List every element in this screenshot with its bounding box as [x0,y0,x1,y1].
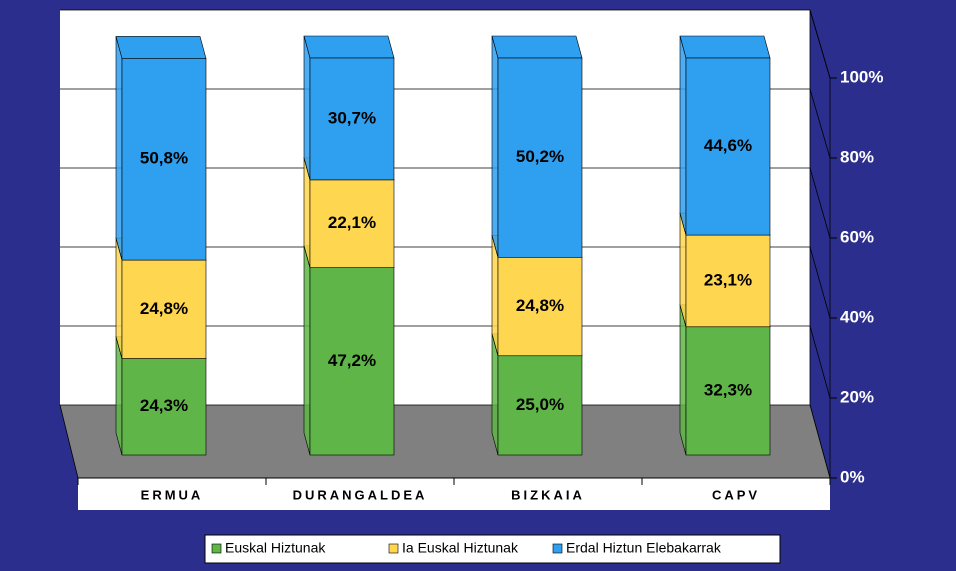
bar-side [679,35,687,236]
legend-swatch [211,543,222,554]
side-wall [809,9,831,479]
back-wall [60,10,810,405]
grid-line [809,246,831,319]
bar [497,256,583,357]
bar [121,58,207,261]
bar-side [679,304,687,456]
y-tick-label: 60% [840,227,874,246]
value-label: 23,1% [704,270,752,289]
value-label: 24,8% [516,296,564,315]
y-tick-label: 20% [840,387,874,406]
bar [685,234,771,328]
bar-top [115,36,207,59]
grid-line [809,167,831,239]
value-label: 30,7% [328,108,376,127]
bar [309,267,395,456]
grid-line [809,88,831,159]
y-tick-label: 0% [840,467,865,486]
bar-top [491,35,583,59]
bar [497,355,583,456]
x-tick-label: ERMUA [141,487,204,502]
x-tick-label: DURANGALDEA [293,487,428,502]
legend-label: Ia Euskal Hiztunak [402,540,519,556]
value-label: 32,3% [704,380,752,399]
bar-side [491,35,499,258]
bar-side [115,36,123,261]
bar [309,179,395,268]
value-label: 50,8% [140,149,188,168]
y-tick-label: 100% [840,67,883,86]
left-wall [60,10,78,478]
grid-line [809,325,831,399]
value-label: 50,2% [516,147,564,166]
value-label: 44,6% [704,136,752,155]
value-label: 24,8% [140,299,188,318]
legend-swatch [552,543,563,554]
y-tick-label: 80% [840,147,874,166]
value-label: 22,1% [328,213,376,232]
x-tick-label: CAPV [712,487,760,502]
bar [497,57,583,258]
bar-side [303,35,311,180]
legend-swatch [388,543,399,554]
y-tick-label: 40% [840,307,874,326]
bar-side [303,245,311,456]
value-label: 25,0% [516,395,564,414]
x-tick-label: BIZKAIA [511,487,585,502]
legend-label: Erdal Hiztun Elebakarrak [566,540,722,556]
legend-label: Euskal Hiztunak [225,540,326,556]
grid-line [809,9,831,79]
bar-top [303,35,395,59]
bar [685,326,771,456]
bar [121,358,207,456]
legend [204,534,781,564]
bar [309,57,395,181]
value-label: 47,2% [328,351,376,370]
bar-top [679,35,771,59]
bar [685,57,771,236]
value-label: 24,3% [140,396,188,415]
bar [121,259,207,359]
